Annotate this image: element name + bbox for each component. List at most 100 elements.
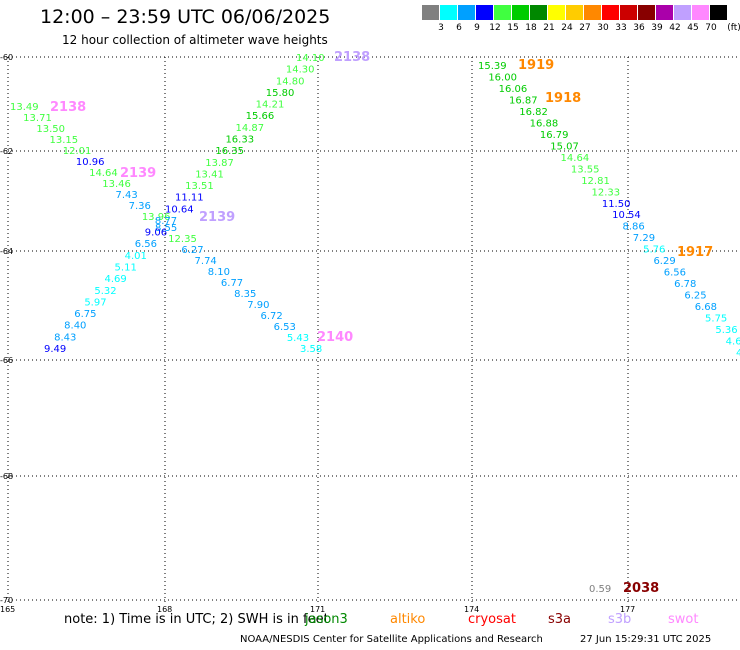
footer-note: note: 1) Time is in UTC; 2) SWH is in fe… — [64, 612, 329, 627]
swh-value: 8.55 — [155, 223, 177, 234]
color-tick-label: 24 — [561, 23, 573, 33]
swh-value: 4.6 — [726, 337, 740, 348]
swh-value: 13.50 — [36, 124, 65, 135]
swh-value: 14.80 — [276, 76, 305, 87]
color-tick-label: 45 — [687, 23, 699, 33]
swh-value: 6.75 — [74, 309, 96, 320]
altimeter-tracks: 13.4913.7113.5013.1512.0110.9614.6413.46… — [10, 53, 740, 595]
legend-item-cryosat: cryosat — [468, 612, 516, 627]
swh-value: 5.11 — [115, 263, 137, 274]
color-swatch — [656, 5, 674, 20]
swh-value: 7.90 — [247, 300, 269, 311]
swh-value: 14.21 — [256, 100, 285, 111]
pass-time-label: 2139 — [199, 210, 235, 225]
swh-value: 8.86 — [622, 222, 644, 233]
page-subtitle: 12 hour collection of altimeter wave hei… — [62, 33, 328, 47]
legend-item-jason3: jason3 — [305, 612, 348, 627]
swh-value: 13.51 — [185, 181, 214, 192]
swh-value: 5.76 — [643, 245, 665, 256]
color-swatch — [566, 5, 584, 20]
swh-value: 7.74 — [195, 256, 217, 267]
swh-value: 16.00 — [488, 72, 517, 83]
color-swatch — [476, 5, 494, 20]
color-swatch — [710, 5, 728, 20]
lat-label: -70 — [0, 596, 13, 605]
color-unit-label: (ft) — [727, 23, 740, 33]
color-tick-label: 39 — [651, 23, 663, 33]
swh-value: 16.79 — [540, 130, 569, 141]
color-tick-label: 9 — [474, 23, 480, 33]
pass-time-label: 2138 — [50, 100, 86, 115]
swh-value: 16.88 — [530, 118, 559, 129]
color-tick-label: 3 — [438, 23, 444, 33]
swh-value: 11.50 — [602, 199, 631, 210]
color-swatch — [548, 5, 566, 20]
swh-value: 13.55 — [571, 164, 600, 175]
swh-value: 7.43 — [115, 190, 137, 201]
footer-agency: NOAA/NESDIS Center for Satellite Applica… — [240, 634, 543, 645]
footer-timestamp: 27 Jun 15:29:31 UTC 2025 — [580, 634, 712, 645]
color-tick-label: 18 — [525, 23, 537, 33]
color-tick-label: 15 — [507, 23, 519, 33]
color-swatch — [458, 5, 476, 20]
color-swatch — [620, 5, 638, 20]
legend-item-altiko: altiko — [390, 612, 426, 627]
legend-item-s3b: s3b — [608, 612, 632, 627]
color-swatch — [602, 5, 620, 20]
color-tick-label: 70 — [705, 23, 717, 33]
swh-value: 15.39 — [478, 61, 507, 72]
swh-value: 4.01 — [125, 251, 147, 262]
swh-value: 5.32 — [94, 286, 116, 297]
color-swatch — [530, 5, 548, 20]
color-swatch — [512, 5, 530, 20]
swh-value: 6.56 — [664, 268, 686, 279]
swh-value: 4 — [736, 348, 740, 359]
lon-label: 165 — [0, 605, 15, 614]
pass-time-label: 2038 — [623, 581, 659, 596]
lat-label: -62 — [0, 147, 13, 156]
swh-value: 5.43 — [287, 333, 309, 344]
swh-value: 16.82 — [519, 107, 548, 118]
color-tick-label: 36 — [633, 23, 645, 33]
swh-value: 16.33 — [225, 134, 254, 145]
swh-value: 16.35 — [215, 146, 244, 157]
swh-value: 5.75 — [705, 314, 727, 325]
swh-value: 14.10 — [296, 53, 325, 64]
swh-value: 15.66 — [246, 111, 275, 122]
swh-value: 10.96 — [76, 157, 105, 168]
pass-time-label: 1919 — [518, 58, 554, 73]
swh-value: 13.49 — [10, 102, 39, 113]
swh-value: 13.87 — [205, 158, 234, 169]
color-tick-label: 33 — [615, 23, 627, 33]
lon-label: 171 — [310, 605, 325, 614]
swh-value: 11.11 — [175, 193, 204, 204]
swh-value: 13.96 — [142, 212, 171, 223]
lon-label: 177 — [620, 605, 635, 614]
swh-value: 9.49 — [44, 344, 66, 355]
pass-time-label: 1918 — [545, 91, 581, 106]
lat-label: -68 — [0, 472, 13, 481]
swh-value: 6.56 — [135, 239, 157, 250]
pass-time-label: 1917 — [677, 245, 713, 260]
swh-value: 7.29 — [633, 233, 655, 244]
swh-value: 14.87 — [236, 123, 265, 134]
color-tick-label: 30 — [597, 23, 609, 33]
pass-labels: 2138 2138 2139 2139 2140 1919 1918 1917 2038 — [50, 50, 713, 596]
lon-label: 174 — [464, 605, 479, 614]
swh-value: 13.41 — [195, 169, 224, 180]
page-title: 12:00 – 23:59 UTC 06/06/2025 — [40, 6, 331, 28]
lon-label: 168 — [157, 605, 172, 614]
color-swatch — [584, 5, 602, 20]
lat-label: -66 — [0, 356, 13, 365]
swh-value: 12.01 — [63, 146, 92, 157]
swh-value: 6.68 — [695, 302, 717, 313]
swh-value: 12.35 — [168, 234, 197, 245]
swh-value: 6.29 — [653, 256, 675, 267]
pass-time-label: 2138 — [334, 50, 370, 65]
pass-time-label: 2140 — [317, 330, 353, 345]
lat-label: -60 — [0, 53, 13, 62]
swh-value: 8.77 — [155, 216, 177, 227]
color-tick-label: 42 — [669, 23, 681, 33]
